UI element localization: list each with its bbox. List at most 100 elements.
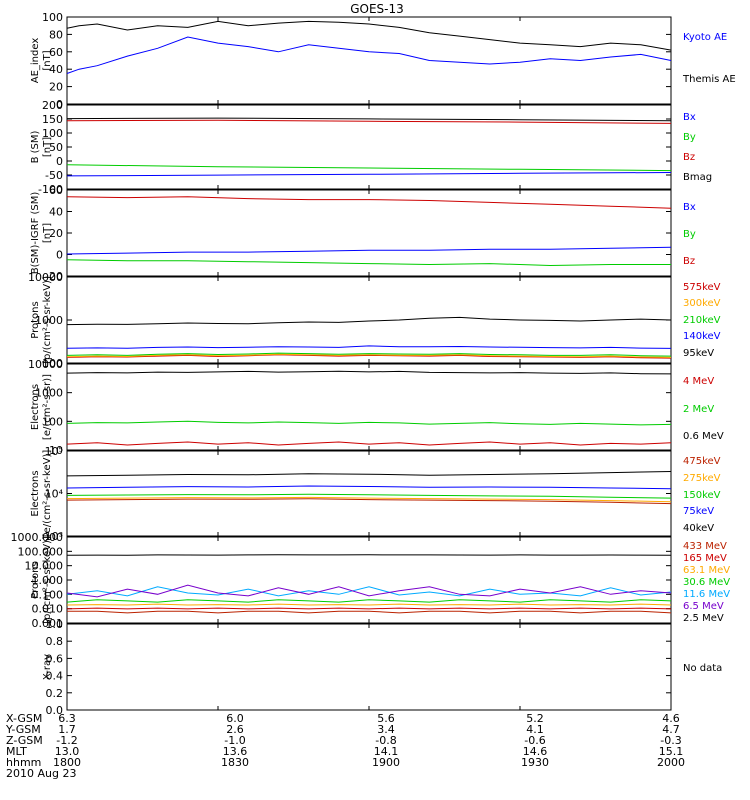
series-line bbox=[66, 259, 671, 267]
legend-entry: 6.5 MeV bbox=[683, 601, 724, 612]
series-line bbox=[66, 370, 672, 375]
legend-entry: 0.6 MeV bbox=[683, 431, 724, 442]
series-line bbox=[66, 599, 672, 603]
y-tick-label: 100.000 bbox=[18, 545, 64, 558]
panel-4: 100 1000 10000 Protons [p/(cm²-s-sr-keV)] 575… bbox=[28, 271, 721, 370]
footer-value: 1830 bbox=[221, 756, 249, 769]
footer-value: 2.6 bbox=[226, 723, 244, 736]
footer-value: -1.0 bbox=[224, 734, 245, 747]
y-axis-label: B (SM) bbox=[30, 130, 41, 163]
y-tick-label: 10000 bbox=[28, 271, 63, 284]
footer-row-label: hhmm bbox=[6, 756, 41, 769]
y-axis-label: [nT] bbox=[42, 50, 53, 70]
footer-value: 1900 bbox=[372, 756, 400, 769]
y-tick-label: 1000 bbox=[35, 314, 63, 327]
y-axis-label: Protons bbox=[30, 561, 41, 598]
legend-entry: 63.1 MeV bbox=[683, 565, 730, 576]
legend-entry: 165 MeV bbox=[683, 553, 727, 564]
y-tick-label: 0.001 bbox=[32, 617, 64, 630]
y-tick-label: 40 bbox=[49, 206, 63, 219]
y-tick-label: 150 bbox=[42, 113, 63, 126]
series-line bbox=[66, 584, 672, 598]
legend-entry: Kyoto AE bbox=[683, 32, 727, 43]
y-tick-label: 200 bbox=[42, 99, 63, 112]
y-axis-label: Electrons bbox=[30, 470, 41, 516]
series-line bbox=[66, 316, 672, 326]
y-tick-label: 100 bbox=[42, 415, 63, 428]
series-line bbox=[66, 471, 672, 477]
y-axis-label: [nT] bbox=[42, 223, 53, 243]
footer-value: -0.3 bbox=[660, 734, 681, 747]
series-line bbox=[66, 172, 672, 177]
legend-entry: Bmag bbox=[683, 172, 712, 183]
legend-entry: 210keV bbox=[683, 315, 721, 326]
series-line bbox=[66, 353, 672, 358]
y-tick-label: 100 bbox=[42, 11, 63, 24]
y-tick-label: 1000 bbox=[35, 387, 63, 400]
y-tick-label: 60 bbox=[49, 184, 63, 197]
footer-row-label: Z-GSM bbox=[6, 734, 43, 747]
footer-row-label: Y-GSM bbox=[5, 723, 41, 736]
footer-row-label: X-GSM bbox=[6, 712, 42, 725]
legend-entry: By bbox=[683, 132, 696, 143]
footer-value: 5.6 bbox=[377, 712, 395, 725]
y-axis-label: [e/(cm²-s-sr-keV)] bbox=[42, 450, 53, 538]
y-tick-label: 60 bbox=[49, 46, 63, 59]
panel-frame bbox=[66, 536, 672, 624]
series-line bbox=[66, 196, 672, 209]
y-axis-label: [nT] bbox=[42, 137, 53, 157]
series-line bbox=[66, 20, 672, 51]
footer-value: 6.0 bbox=[226, 712, 244, 725]
panel-5: 10 100 1000 10000 Electrons [e/(cm²-s-sr)] 4 M… bbox=[28, 358, 724, 457]
series-line bbox=[66, 36, 672, 74]
y-tick-label: 10 bbox=[49, 444, 63, 457]
y-tick-label: 1.0 bbox=[46, 618, 64, 631]
footer-value: 1800 bbox=[53, 756, 81, 769]
legend-entry: 150keV bbox=[683, 490, 721, 501]
y-tick-label: 80 bbox=[49, 28, 63, 41]
panel-frame bbox=[66, 363, 672, 451]
series-line bbox=[66, 498, 672, 505]
series-line bbox=[66, 586, 672, 597]
series-line bbox=[66, 352, 672, 357]
footer-value: 1930 bbox=[521, 756, 549, 769]
series-line bbox=[66, 420, 672, 426]
panel-frame bbox=[66, 104, 672, 190]
y-tick-label: 0.4 bbox=[46, 670, 64, 683]
series-line bbox=[66, 441, 672, 446]
legend-entry: 40keV bbox=[683, 523, 714, 534]
footer-value: 13.6 bbox=[223, 745, 248, 758]
series-line bbox=[66, 117, 672, 122]
y-tick-label: -50 bbox=[45, 169, 63, 182]
y-tick-label: 10.000 bbox=[25, 560, 64, 573]
y-tick-label: 100 bbox=[42, 127, 63, 140]
footer-value: -1.2 bbox=[56, 734, 77, 747]
legend-entry: Bx bbox=[683, 202, 696, 213]
y-tick-label: 10⁴ bbox=[45, 488, 64, 501]
y-tick-label: 50 bbox=[49, 141, 63, 154]
y-axis-label: B(SM)-IGRF (SM) bbox=[30, 192, 41, 275]
footer-row-label: MLT bbox=[6, 745, 27, 758]
y-axis-label: AE_index bbox=[30, 38, 41, 84]
y-tick-label: 40 bbox=[49, 63, 63, 76]
y-tick-label: 0.2 bbox=[46, 687, 64, 700]
panel-frame bbox=[66, 276, 672, 364]
y-tick-label: -100 bbox=[38, 183, 63, 196]
series-line bbox=[66, 603, 672, 606]
footer-value: 4.1 bbox=[526, 723, 544, 736]
footer-value: 13.0 bbox=[55, 745, 80, 758]
footer-value: -0.8 bbox=[375, 734, 396, 747]
panel-6: 10³ 10⁴ 10⁵ Electrons [e/(cm²-s-sr-keV)] 475k… bbox=[30, 445, 721, 543]
y-tick-label: 1000.000 bbox=[11, 531, 64, 544]
footer-value: 4.7 bbox=[662, 723, 680, 736]
footer-value: 1.7 bbox=[58, 723, 76, 736]
legend-entry: Bz bbox=[683, 152, 695, 163]
y-tick-label: 100 bbox=[42, 357, 63, 370]
panel-3: -20 0 20 40 60 B(SM)-IGRF (SM) [nT] Bx By Bz bbox=[30, 184, 696, 283]
series-line bbox=[67, 610, 672, 614]
series-line bbox=[66, 354, 672, 359]
figure-title: GOES-13 bbox=[350, 2, 404, 16]
y-tick-label: 1.000 bbox=[32, 574, 64, 587]
y-axis-label: [p/(cm²-s-sr-keV)] bbox=[42, 276, 53, 364]
